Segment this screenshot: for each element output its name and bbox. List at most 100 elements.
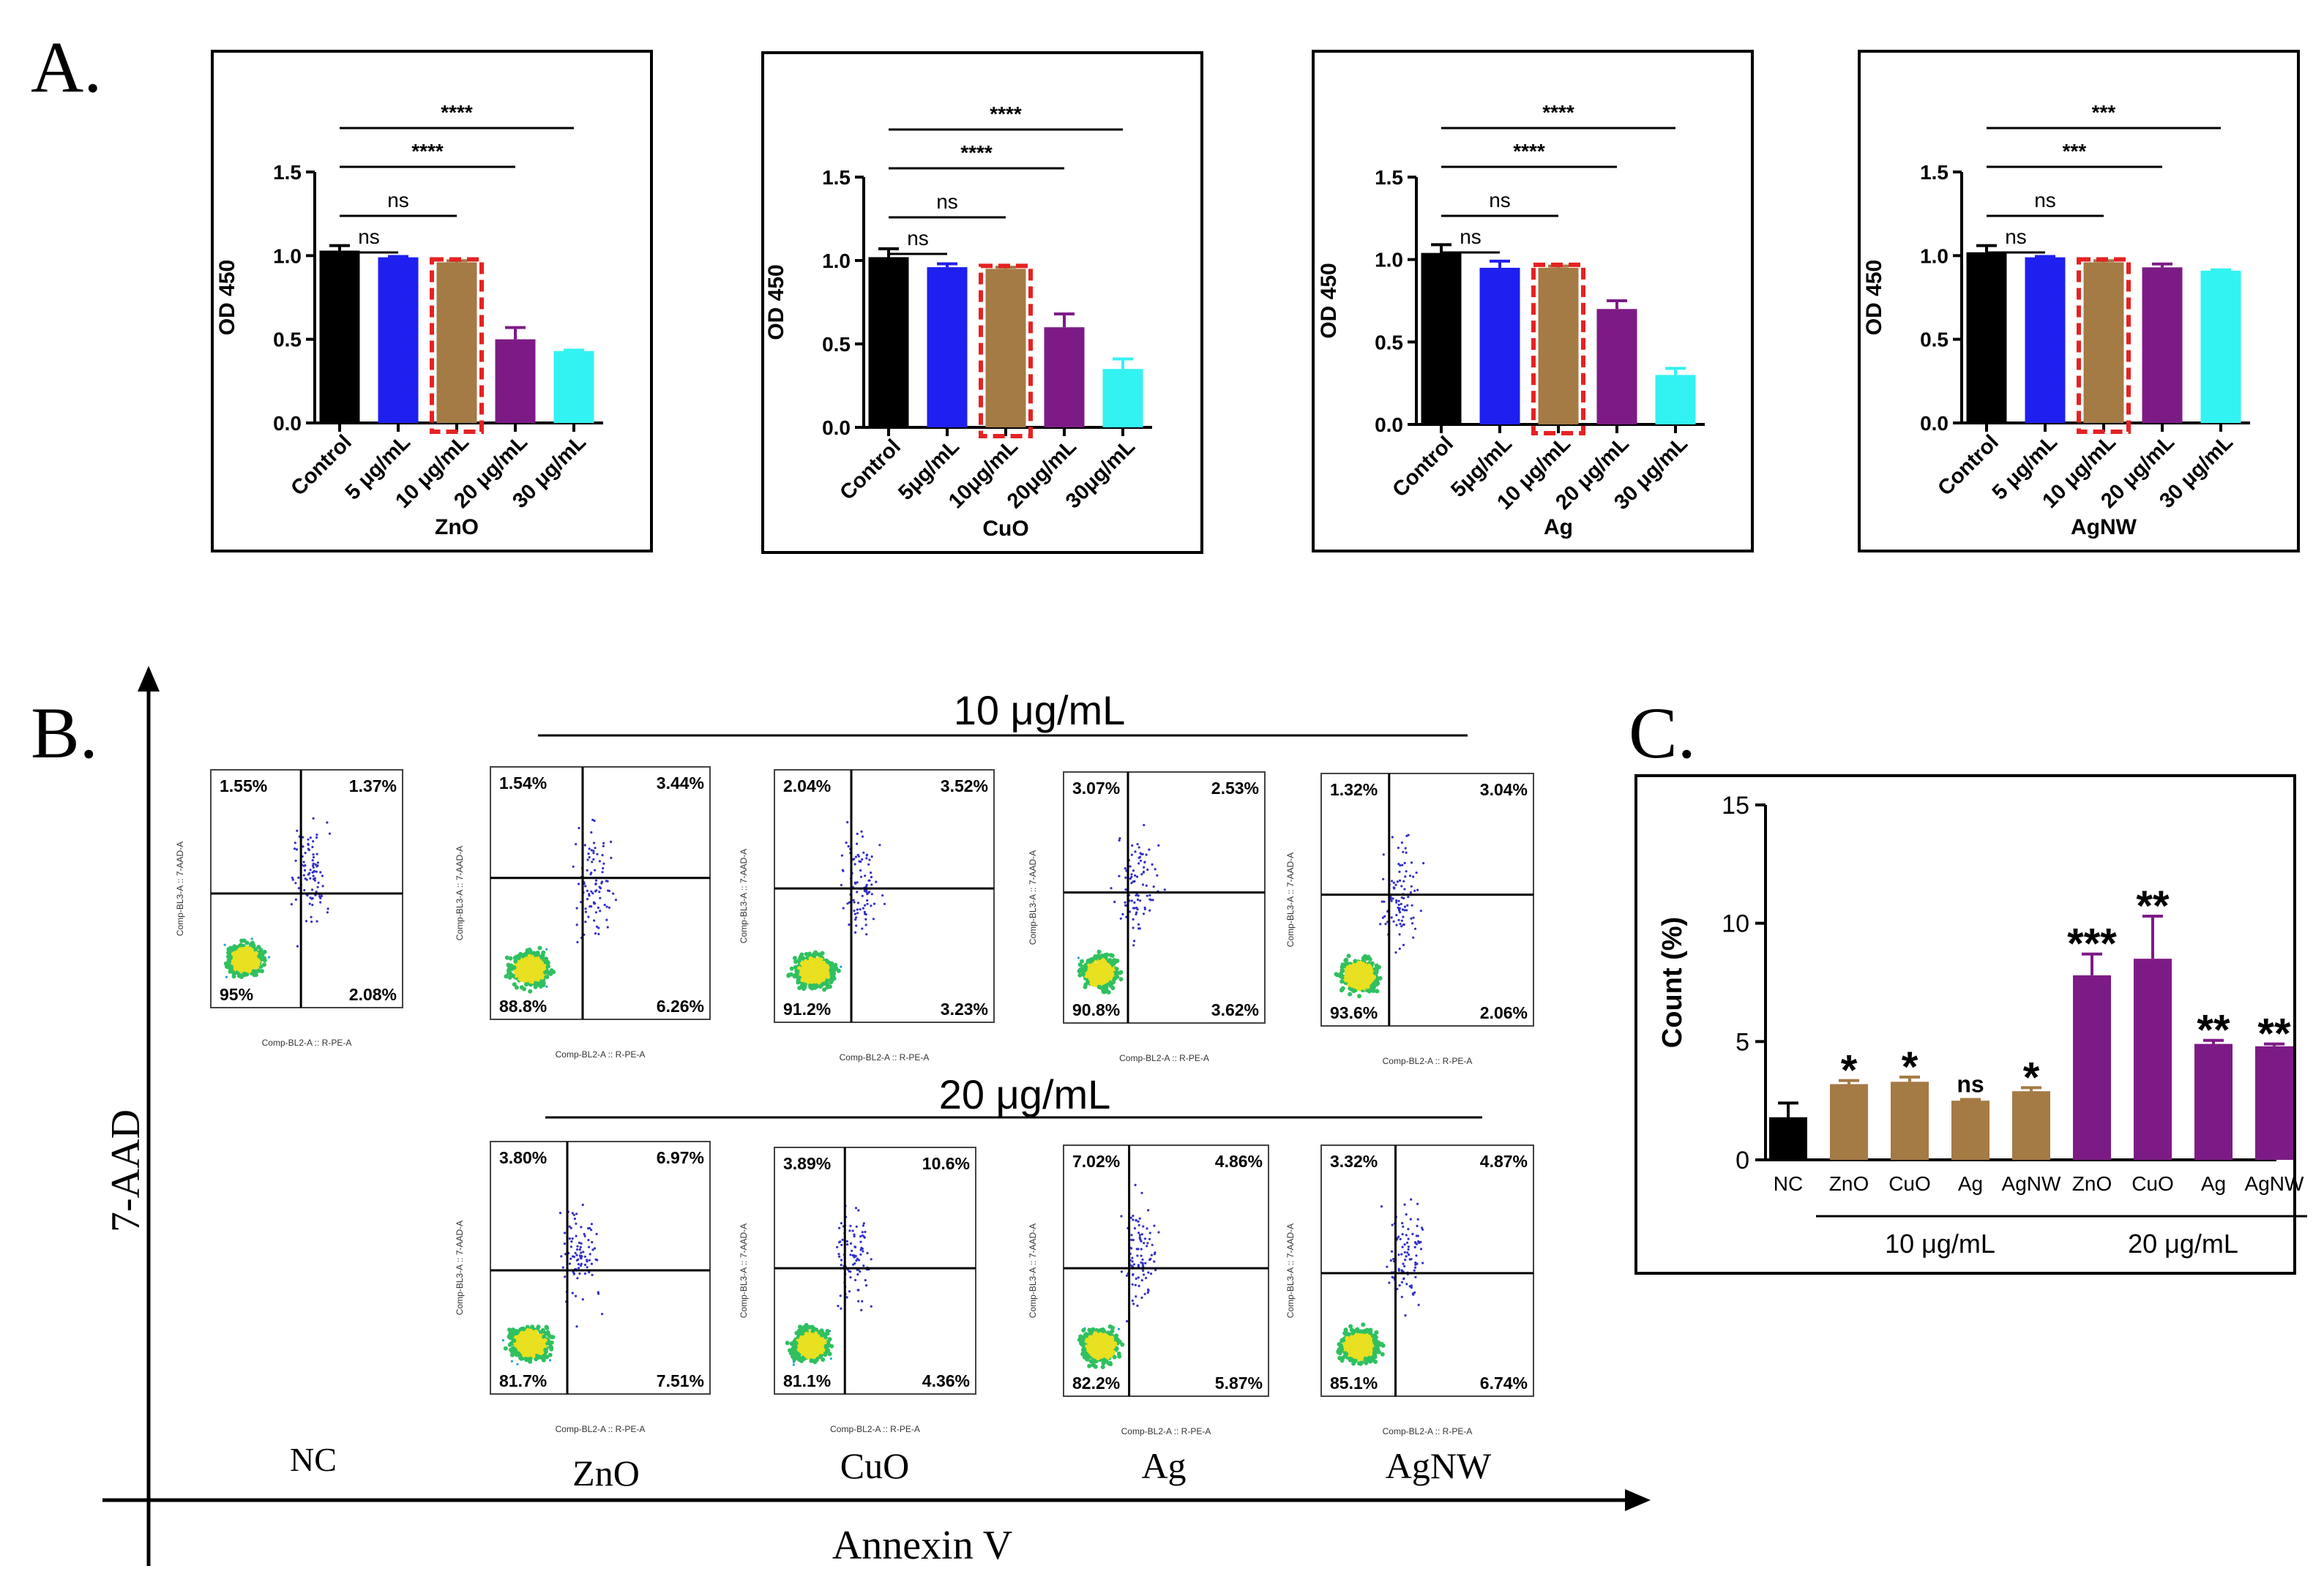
scatter-dot	[599, 896, 602, 899]
scatter-dot	[856, 832, 859, 836]
scatter-dot	[826, 973, 830, 978]
scatter-dot	[1083, 964, 1088, 970]
scatter-dot	[236, 959, 241, 964]
scatter-dot	[590, 1229, 593, 1232]
scatter-dot	[594, 932, 597, 935]
panel-label-a: A.	[31, 26, 102, 108]
scatter-dot	[242, 951, 247, 956]
scatter-dot	[829, 1344, 834, 1349]
scatter-dot	[859, 860, 862, 863]
scatter-dot	[1138, 927, 1141, 930]
scatter-dot	[583, 1263, 587, 1267]
scatter-dot	[575, 1294, 578, 1297]
scatter-dot	[840, 883, 842, 887]
scatter-dot	[1392, 920, 1395, 923]
column-label-nc: NC	[290, 1441, 337, 1478]
scatter-dot	[1399, 864, 1402, 867]
scatter-dot	[311, 845, 314, 849]
quadrant-label-upper-right: 10.6%	[922, 1154, 970, 1173]
scatter-dot	[1099, 953, 1105, 958]
scatter-dot	[801, 970, 806, 975]
scatter-dot	[605, 905, 608, 908]
scatter-dot	[1348, 978, 1353, 983]
scatter-dot	[855, 924, 858, 927]
scatter-dot	[815, 1347, 821, 1352]
scatter-dot	[583, 844, 586, 847]
scatter-dot	[1137, 923, 1140, 926]
scatter-dot	[870, 1258, 873, 1261]
column-label-agnw: AgNW	[1386, 1445, 1492, 1486]
scatter-dot	[1107, 969, 1112, 974]
scatter-dot	[1403, 861, 1406, 865]
scatter-dot	[1138, 855, 1141, 858]
scatter-dot	[816, 952, 821, 957]
quadrant-label-lower-left: 81.7%	[499, 1371, 547, 1390]
bar	[1044, 327, 1085, 427]
scatter-dot	[320, 894, 324, 898]
scatter-dot	[1411, 922, 1414, 925]
x-axis-small-label: Comp-BL2-A :: R-PE-A	[556, 1049, 646, 1060]
scatter-dot	[846, 1243, 849, 1246]
x-axis-title: ZnO	[435, 515, 479, 539]
scatter-dot	[542, 966, 547, 971]
scatter-dot	[1137, 846, 1140, 849]
scatter-dot	[821, 1357, 826, 1362]
scatter-dot	[512, 982, 517, 987]
scatter-dot	[1344, 961, 1349, 966]
scatter-dot	[1395, 901, 1398, 904]
scatter-dot	[862, 907, 864, 910]
scatter-dot	[589, 905, 591, 908]
scatter-dot	[250, 937, 253, 940]
scatter-dot	[312, 862, 315, 865]
scatter-dot	[581, 1298, 584, 1301]
scatter-dot	[837, 1305, 840, 1308]
scatter-dot	[1412, 875, 1415, 878]
scatter-dot	[319, 901, 322, 904]
scatter-dot	[545, 975, 550, 980]
scatter-dot	[851, 1249, 853, 1252]
scatter-dot	[237, 949, 242, 954]
scatter-dot	[302, 845, 304, 848]
scatter-dot	[597, 1291, 599, 1294]
scatter-dot	[1135, 911, 1138, 914]
scatter-dot	[315, 920, 318, 923]
scatter-dot	[1382, 853, 1385, 856]
scatter-dot	[836, 1245, 839, 1248]
scatter-dot	[311, 871, 314, 874]
scatter-dot	[1135, 1295, 1137, 1298]
scatter-dot	[546, 964, 550, 969]
scatter-dot	[853, 881, 856, 884]
scatter-dot	[1130, 882, 1133, 885]
scatter-dot	[531, 951, 537, 956]
quadrant-label-upper-right: 3.52%	[941, 776, 988, 795]
scatter-dot	[859, 1235, 862, 1238]
scatter-dot	[1419, 910, 1422, 913]
scatter-dot	[1118, 977, 1124, 982]
scatter-dot	[504, 974, 509, 979]
scatter-dot	[610, 856, 613, 859]
scatter-dot	[1352, 974, 1357, 979]
scatter-dot	[1118, 837, 1121, 840]
quadrant-label-upper-left: 2.04%	[783, 776, 831, 795]
quadrant-label-lower-right: 2.08%	[349, 985, 397, 1004]
scatter-dot	[519, 969, 524, 974]
column-label-zno: ZnO	[572, 1453, 640, 1494]
scatter-dot	[1110, 887, 1113, 890]
y-tick-label: 0.0	[273, 412, 302, 435]
scatter-dot	[841, 1238, 844, 1241]
scatter-dot	[870, 872, 873, 874]
scatter-dot	[238, 973, 243, 978]
scatter-dot	[570, 1240, 573, 1243]
significance-label: ns	[936, 190, 958, 213]
scatter-dot	[1147, 1271, 1150, 1274]
scatter-dot	[520, 965, 524, 970]
scatter-dot	[1400, 925, 1403, 928]
scatter-dot	[849, 1270, 852, 1273]
scatter-dot	[867, 863, 870, 866]
scatter-dot	[1397, 899, 1400, 902]
scatter-dot	[856, 1273, 859, 1276]
scatter-dot	[255, 962, 261, 967]
x-axis-title: AgNW	[2071, 515, 2137, 539]
